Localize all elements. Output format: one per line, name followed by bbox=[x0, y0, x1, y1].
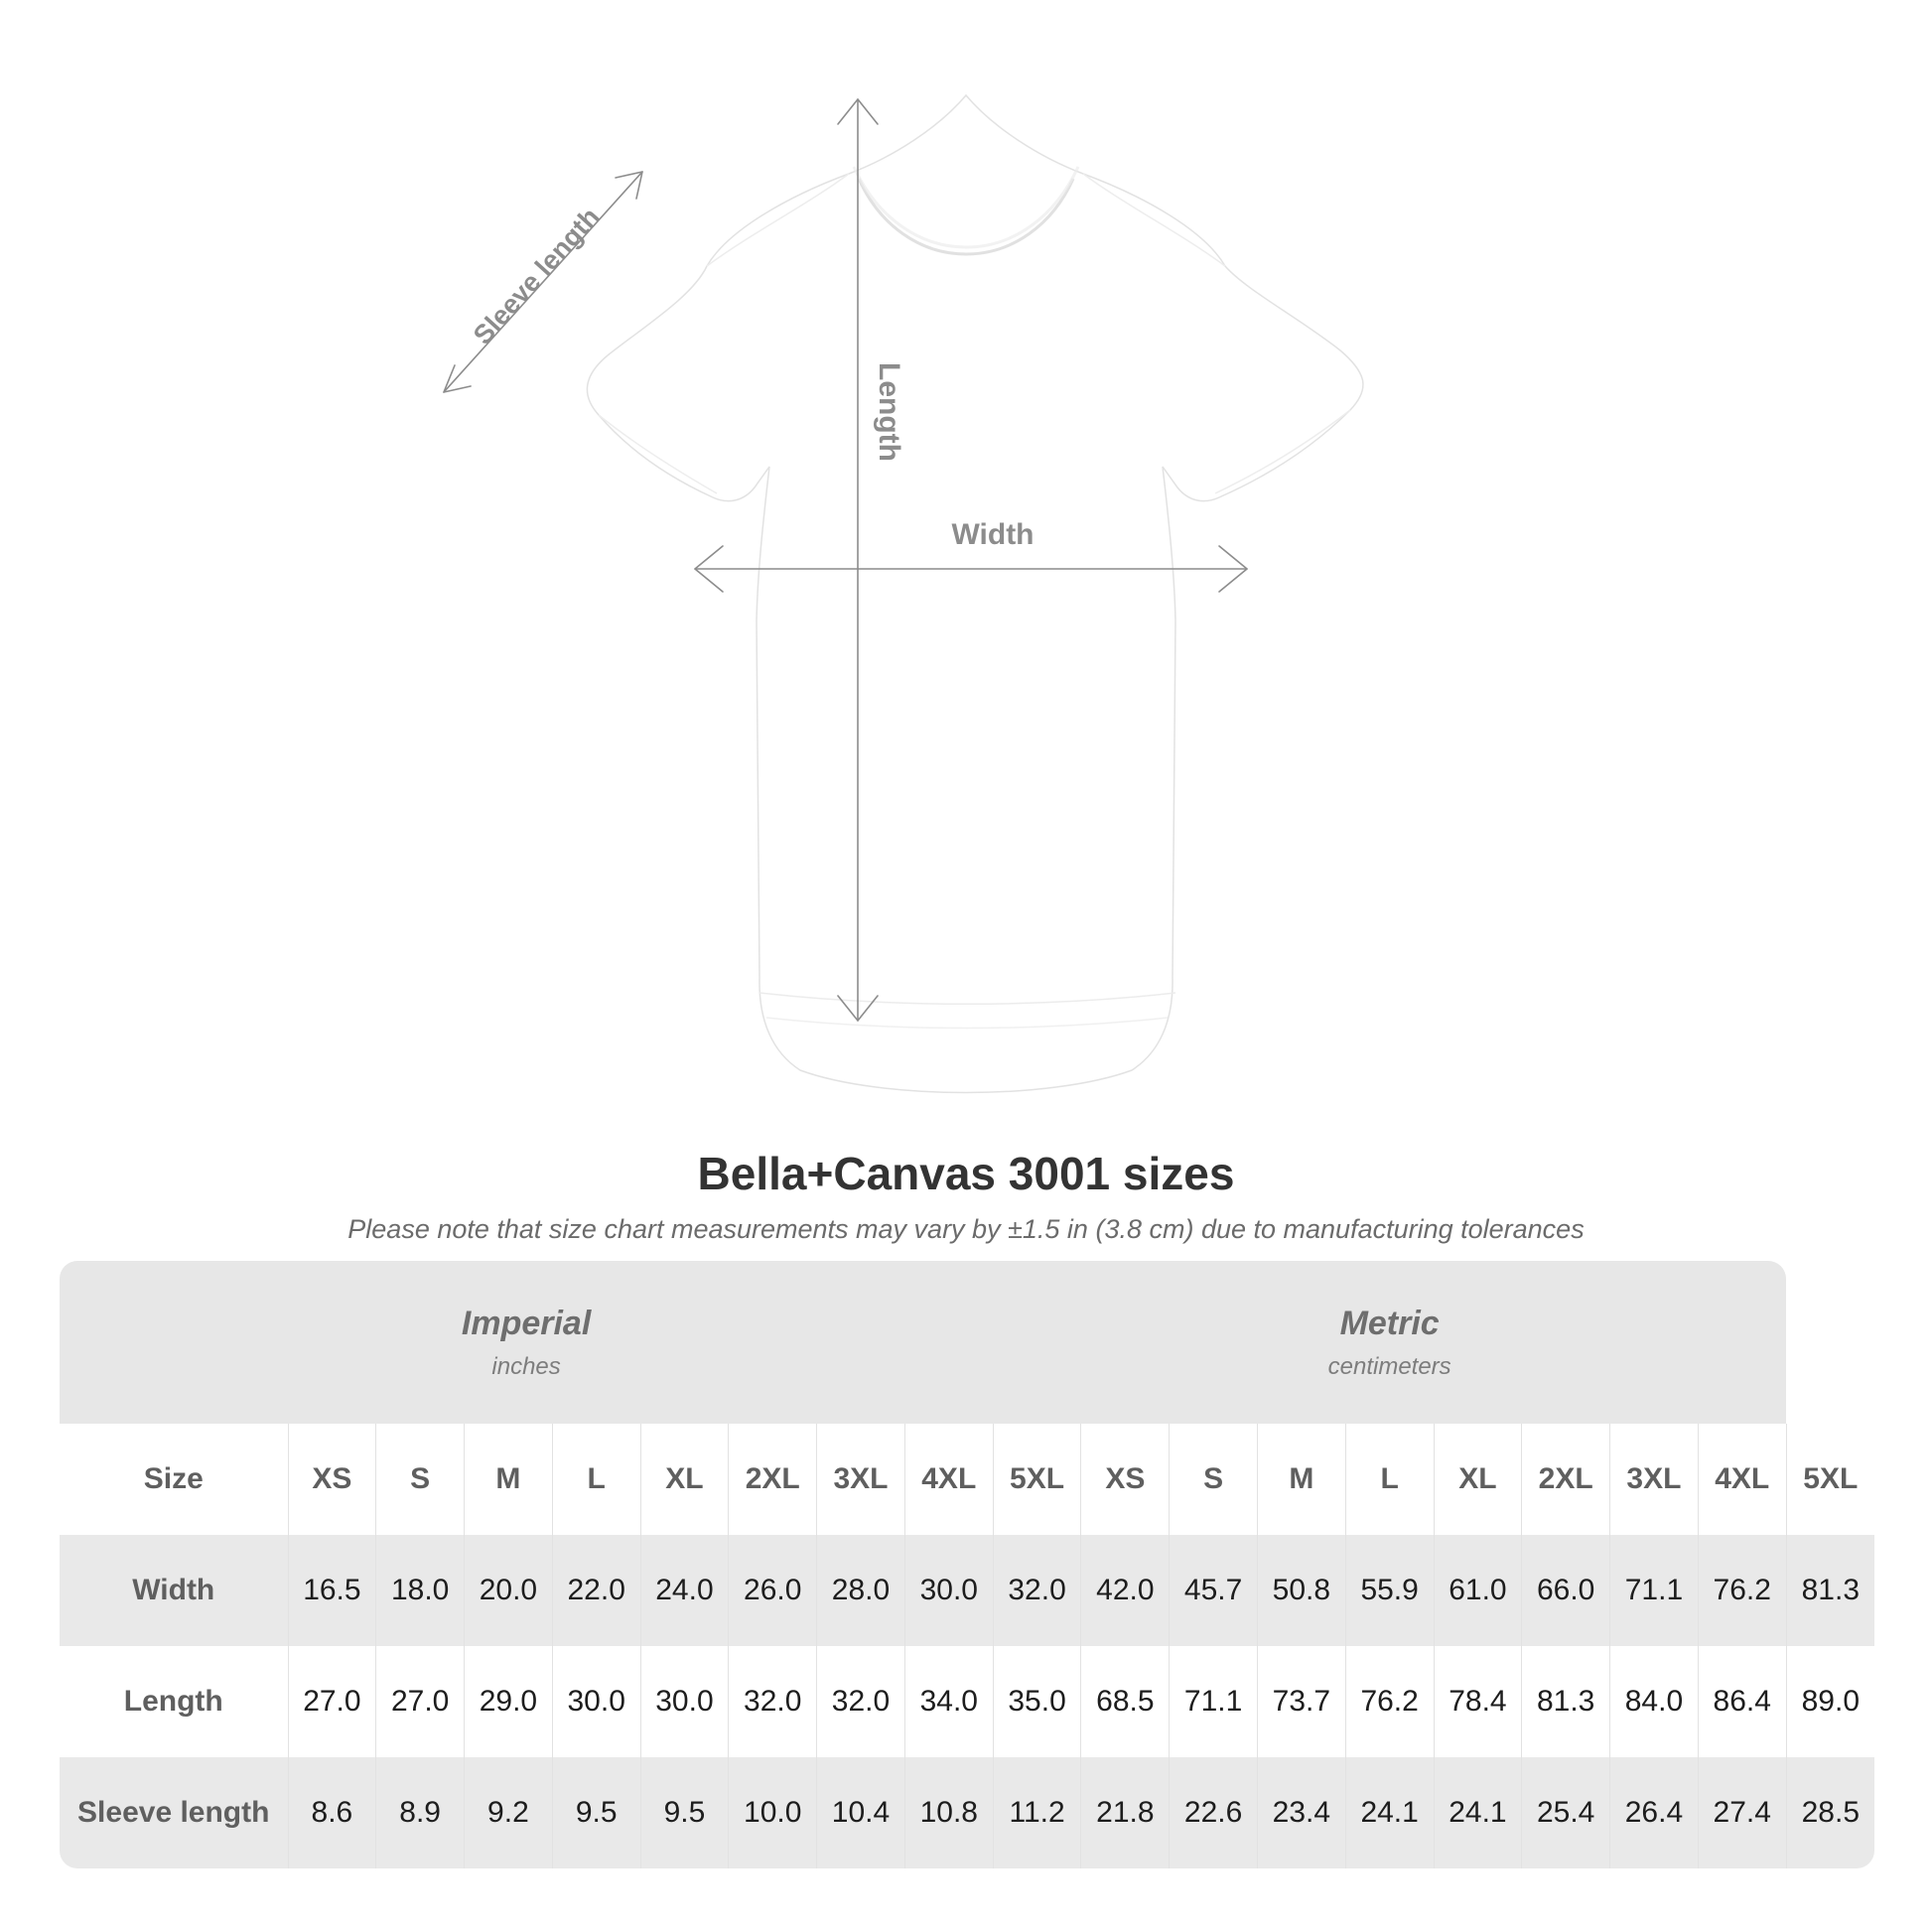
svg-text:Sleeve length: Sleeve length bbox=[468, 202, 606, 349]
svg-text:Width: Width bbox=[951, 518, 1034, 551]
svg-text:Length: Length bbox=[873, 362, 905, 462]
